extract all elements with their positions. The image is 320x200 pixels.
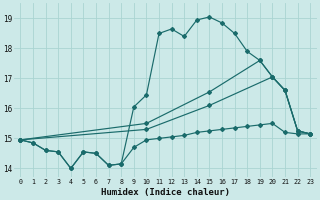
X-axis label: Humidex (Indice chaleur): Humidex (Indice chaleur) <box>101 188 230 197</box>
